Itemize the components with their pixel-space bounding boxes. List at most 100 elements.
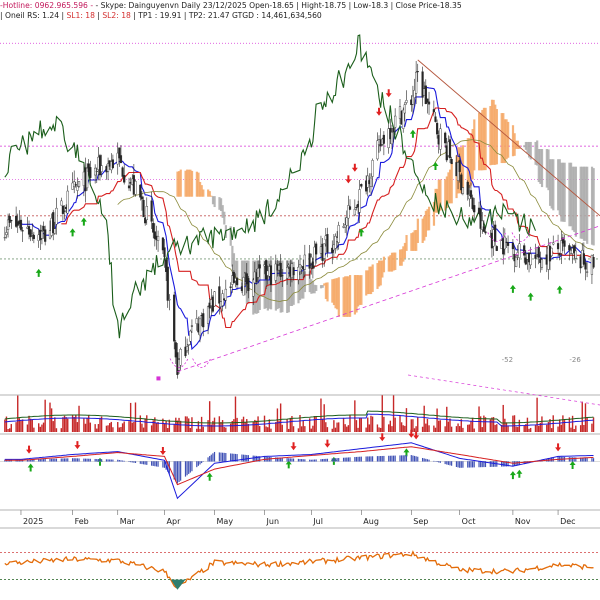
candle-body bbox=[537, 246, 540, 258]
macd-hist-bar bbox=[86, 458, 88, 462]
volume-bar bbox=[234, 396, 237, 432]
candle-body bbox=[174, 342, 177, 358]
macd-hist-bar bbox=[449, 461, 451, 466]
macd-hist-bar bbox=[457, 461, 459, 468]
cloud-slice bbox=[563, 162, 566, 222]
cloud-slice bbox=[321, 285, 324, 288]
candle-body bbox=[353, 208, 356, 216]
volume-bar bbox=[133, 422, 135, 432]
x-tick-label: Mar bbox=[120, 517, 136, 526]
candle-body bbox=[584, 262, 587, 270]
macd-hist-bar bbox=[186, 461, 188, 476]
volume-bar bbox=[492, 417, 495, 432]
macd-hist-bar bbox=[470, 461, 472, 468]
volume-bar bbox=[84, 423, 87, 432]
cloud-slice bbox=[471, 129, 474, 180]
volume-bar bbox=[202, 426, 204, 432]
cloud-slice bbox=[426, 209, 429, 231]
macd-hist-bar bbox=[402, 455, 404, 462]
x-tick-label: Feb bbox=[75, 517, 89, 526]
candle-body bbox=[153, 231, 156, 239]
cloud-slice bbox=[507, 121, 510, 158]
macd-hist-bar bbox=[246, 454, 248, 462]
macd-buy-arrow-icon bbox=[516, 469, 523, 478]
macd-hist-bar bbox=[234, 453, 237, 462]
macd-hist-bar bbox=[184, 461, 187, 477]
macd-hist-bar bbox=[209, 456, 211, 462]
candle-body bbox=[402, 109, 405, 129]
macd-hist-bar bbox=[223, 452, 225, 462]
volume-bar bbox=[367, 417, 369, 432]
volume-bar bbox=[304, 426, 306, 432]
macd-hist-bar bbox=[218, 452, 220, 462]
candle-body bbox=[3, 237, 6, 239]
macd-hist-bar bbox=[505, 461, 508, 467]
cloud-slice bbox=[292, 261, 295, 305]
macd-hist-bar bbox=[212, 453, 214, 462]
candle-body bbox=[184, 346, 187, 357]
volume-bar bbox=[405, 408, 408, 432]
cloud-slice bbox=[349, 275, 352, 317]
volume-bar bbox=[120, 426, 122, 432]
volume-bar bbox=[199, 428, 201, 432]
cloud-slice bbox=[428, 206, 431, 231]
volume-bar bbox=[73, 417, 75, 432]
header-separator: - bbox=[87, 1, 96, 10]
macd-hist-bar bbox=[299, 458, 301, 462]
volume-bar bbox=[128, 421, 130, 432]
macd-hist-bar bbox=[163, 461, 166, 468]
volume-bar bbox=[118, 427, 121, 432]
candle-body bbox=[347, 205, 350, 219]
volume-bar bbox=[423, 405, 425, 432]
macd-hist-bar bbox=[401, 455, 403, 462]
volume-bar bbox=[225, 427, 227, 432]
macd-hist-bar bbox=[370, 456, 372, 462]
macd-hist-bar bbox=[417, 456, 419, 462]
macd-hist-bar bbox=[276, 457, 279, 462]
volume-bar bbox=[26, 424, 29, 432]
candle-body bbox=[40, 231, 44, 239]
macd-hist-bar bbox=[105, 459, 108, 462]
macd-hist-bar bbox=[481, 461, 483, 468]
cloud-slice bbox=[378, 260, 381, 287]
x-tick-label: May bbox=[217, 517, 234, 526]
macd-hist-bar bbox=[347, 457, 349, 462]
cloud-slice bbox=[219, 198, 223, 212]
candle-body bbox=[218, 286, 221, 304]
sell-arrow-icon bbox=[376, 107, 383, 116]
volume-bar bbox=[347, 425, 350, 432]
candle-body bbox=[235, 278, 239, 286]
volume-bar bbox=[536, 397, 538, 432]
macd-hist-bar bbox=[460, 461, 462, 468]
candle-body bbox=[61, 205, 65, 214]
x-tick-label: Nov bbox=[515, 517, 531, 526]
candle-body bbox=[161, 237, 165, 251]
candle-body bbox=[403, 104, 406, 114]
volume-bar bbox=[439, 420, 442, 432]
macd-hist-bar bbox=[297, 458, 299, 462]
candle-body bbox=[426, 98, 429, 103]
hotline-text: -Hotline: 0962.965.596 bbox=[0, 1, 88, 10]
macd-hist-bar bbox=[107, 459, 109, 462]
volume-bar bbox=[54, 417, 56, 432]
candle-body bbox=[74, 184, 77, 186]
x-tick-label: Jun bbox=[266, 517, 280, 526]
cloud-slice bbox=[444, 179, 447, 211]
cloud-slice bbox=[207, 189, 210, 197]
candle-body bbox=[484, 231, 487, 234]
macd-hist-bar bbox=[96, 459, 98, 462]
volume-bar bbox=[333, 420, 335, 432]
volume-bar bbox=[547, 422, 550, 432]
macd-hist-bar bbox=[173, 461, 175, 480]
volume-bar bbox=[539, 422, 542, 432]
macd-hist-bar bbox=[225, 453, 227, 462]
candle-body bbox=[19, 219, 23, 230]
candle-body bbox=[432, 109, 435, 113]
macd-hist-bar bbox=[344, 457, 346, 462]
cloud-slice bbox=[279, 260, 282, 313]
cloud-slice bbox=[371, 264, 374, 292]
cloud-slice bbox=[313, 284, 316, 294]
volume-bar bbox=[210, 424, 212, 432]
volume-bar bbox=[29, 418, 32, 432]
cloud-slice bbox=[336, 278, 339, 310]
